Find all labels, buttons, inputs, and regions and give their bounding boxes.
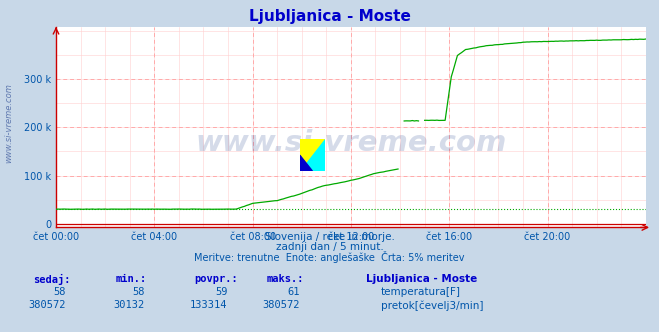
Text: 61: 61 [287,287,300,297]
Text: Ljubljanica - Moste: Ljubljanica - Moste [248,9,411,24]
Text: Slovenija / reke in morje.: Slovenija / reke in morje. [264,232,395,242]
Text: 380572: 380572 [28,300,66,310]
Text: www.si-vreme.com: www.si-vreme.com [4,83,13,163]
Polygon shape [300,155,312,171]
Text: 30132: 30132 [114,300,145,310]
Polygon shape [300,139,325,171]
Text: 133314: 133314 [190,300,227,310]
Text: www.si-vreme.com: www.si-vreme.com [195,129,507,157]
Text: maks.:: maks.: [267,274,304,284]
Text: 59: 59 [215,287,227,297]
Text: zadnji dan / 5 minut.: zadnji dan / 5 minut. [275,242,384,252]
Text: temperatura[F]: temperatura[F] [381,287,461,297]
Text: 58: 58 [132,287,145,297]
Text: 380572: 380572 [262,300,300,310]
Text: Ljubljanica - Moste: Ljubljanica - Moste [366,274,477,284]
Text: Meritve: trenutne  Enote: anglešaške  Črta: 5% meritev: Meritve: trenutne Enote: anglešaške Črta… [194,251,465,263]
Polygon shape [300,139,325,171]
Text: povpr.:: povpr.: [194,274,238,284]
Text: pretok[čevelj3/min]: pretok[čevelj3/min] [381,300,484,311]
Text: sedaj:: sedaj: [33,274,71,285]
Text: 58: 58 [53,287,66,297]
Text: min.:: min.: [115,274,146,284]
